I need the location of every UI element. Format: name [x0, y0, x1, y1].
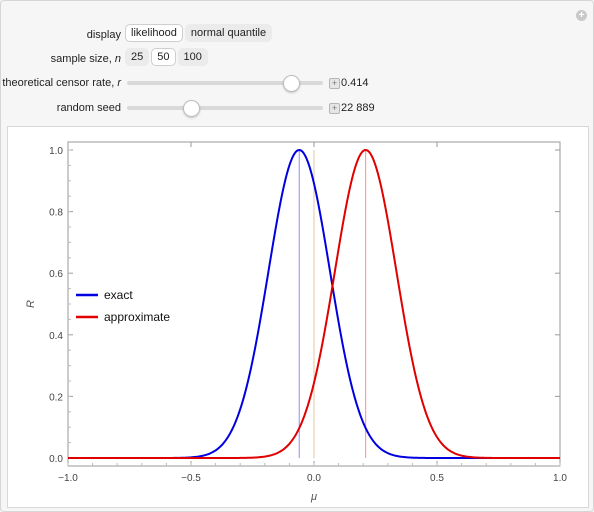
censor-rate-slider-track[interactable] [127, 81, 323, 85]
random-seed-label: random seed [56, 102, 121, 114]
sample-size-selector: 25 50 100 [125, 48, 208, 66]
sample-size-option-50[interactable]: 50 [151, 48, 176, 66]
y-tick-label: 0.4 [49, 331, 63, 342]
expand-options-icon[interactable]: + [576, 10, 587, 21]
y-tick-label: 0.0 [49, 454, 63, 465]
likelihood-chart: 0.0 0.2 0.4 0.6 0.8 1.0 −1.0 −0.5 0.0 0.5 1.0 μ Rexa… [25, 141, 567, 503]
censor-rate-plus-icon[interactable]: + [329, 78, 340, 89]
series-line-1 [68, 148, 560, 459]
sample-size-option-100[interactable]: 100 [177, 48, 208, 66]
x-axis-label: μ [310, 491, 317, 503]
random-seed-slider-thumb[interactable] [183, 100, 200, 117]
x-tick-label: −1.0 [58, 473, 78, 484]
random-seed-slider-track[interactable] [127, 106, 323, 110]
x-tick-label: 0.5 [430, 473, 444, 484]
random-seed-value: 22 889 [341, 102, 375, 114]
censor-rate-value: 0.414 [341, 77, 369, 89]
y-tick-label: 0.2 [49, 392, 63, 403]
random-seed-plus-icon[interactable]: + [329, 103, 340, 114]
display-option-likelihood[interactable]: likelihood [125, 24, 183, 42]
y-tick-label: 1.0 [49, 146, 63, 157]
legend-label: approximate [104, 310, 170, 324]
sample-size-option-25[interactable]: 25 [125, 48, 150, 66]
y-axis-label: R [25, 300, 37, 308]
display-label: display [86, 29, 121, 41]
y-tick-label: 0.6 [49, 269, 63, 280]
y-tick-label: 0.8 [49, 208, 63, 219]
legend-label: exact [104, 288, 133, 302]
display-option-normal-quantile[interactable]: normal quantile [184, 24, 273, 42]
sample-size-label: sample size, n [50, 53, 121, 65]
x-tick-label: 1.0 [553, 473, 567, 484]
x-tick-label: −0.5 [181, 473, 201, 484]
censor-rate-slider-thumb[interactable] [283, 75, 301, 92]
censor-rate-label: theoretical censor rate, r [2, 77, 121, 89]
x-tick-label: 0.0 [307, 473, 321, 484]
display-selector: likelihood normal quantile [125, 24, 273, 42]
